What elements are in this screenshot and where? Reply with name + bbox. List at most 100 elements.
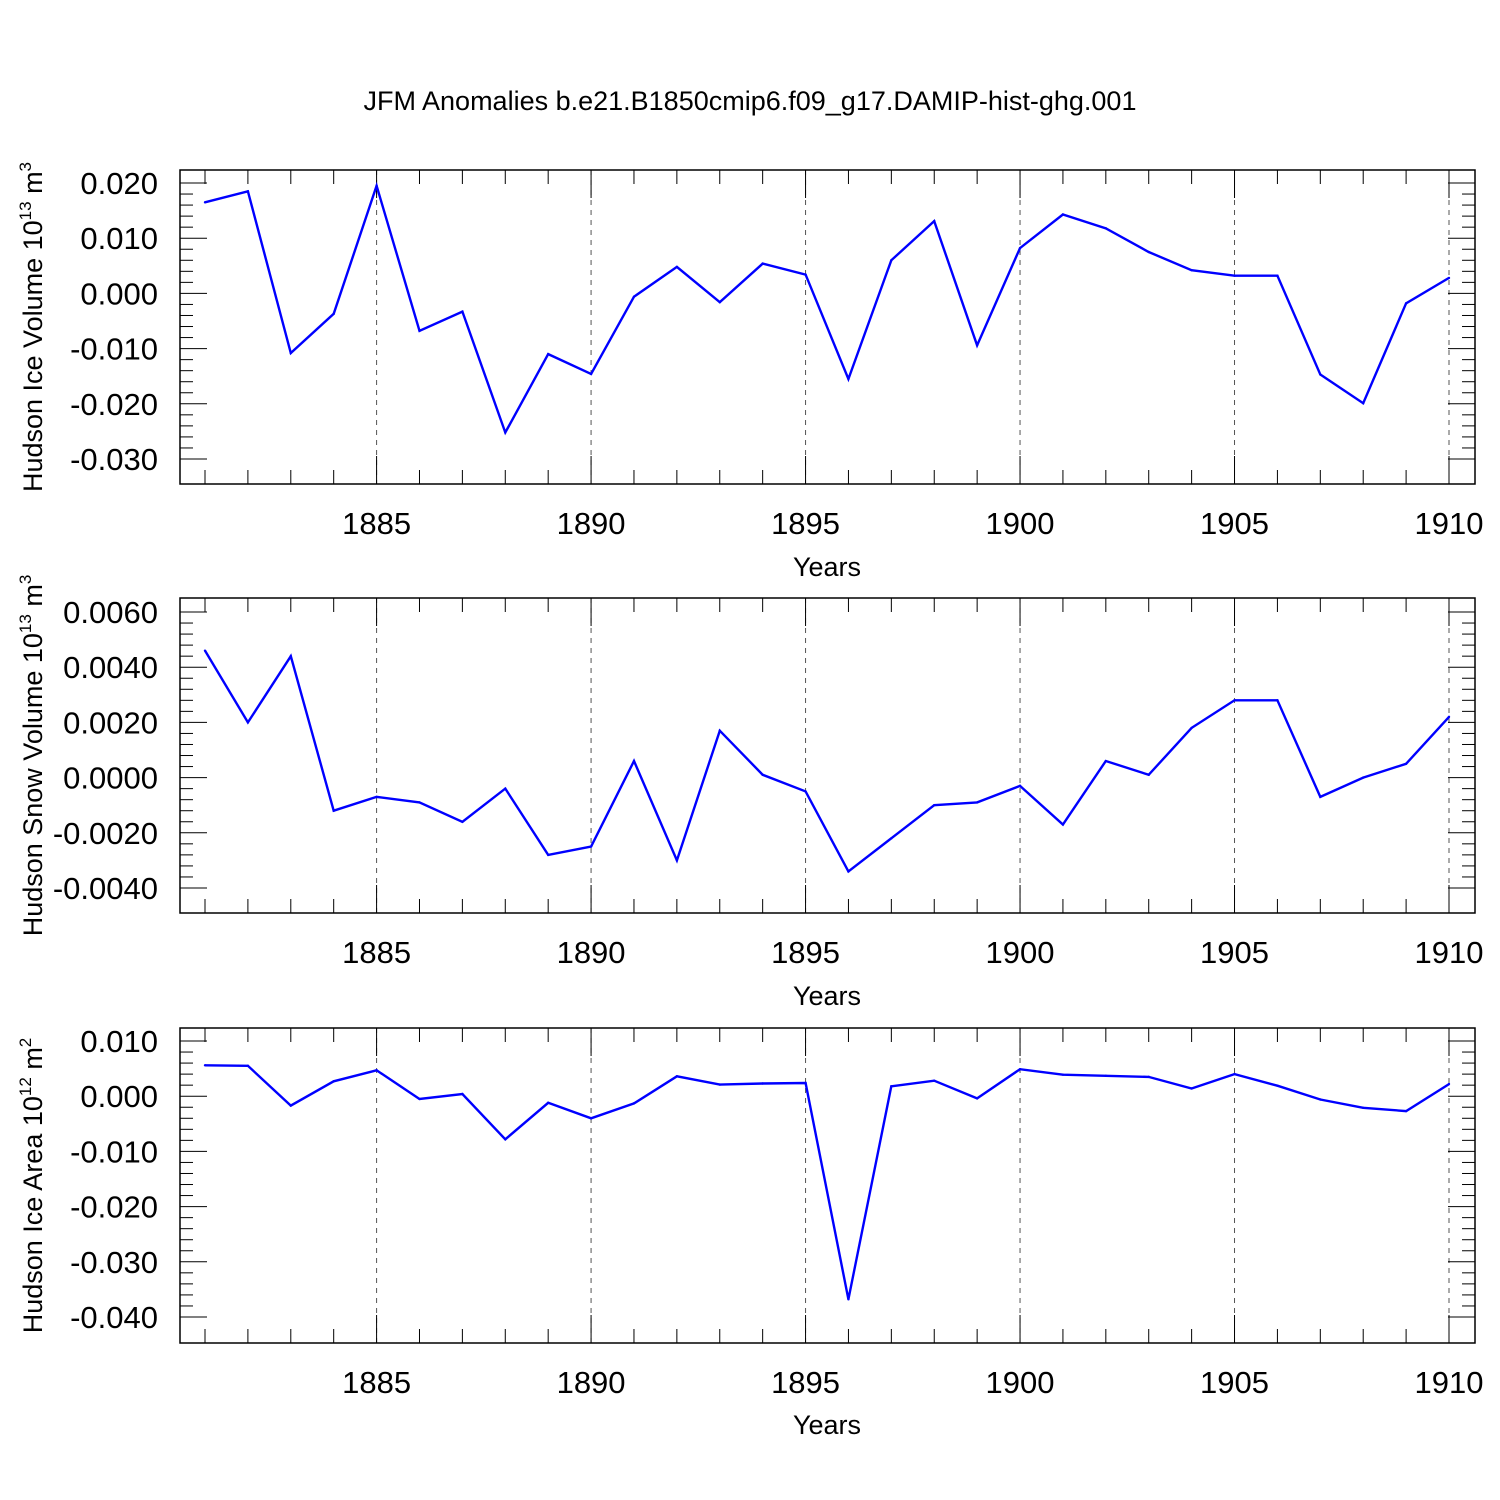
y-tick-label: -0.010 [70, 332, 158, 367]
data-point [1404, 1109, 1408, 1113]
y-axis-label-superscript: 13 [16, 201, 35, 220]
y-axis-label-text: m [18, 171, 48, 201]
data-point [332, 809, 335, 812]
x-tick-label: 1895 [771, 1365, 840, 1400]
data-point [933, 1079, 936, 1082]
data-point [1018, 784, 1022, 788]
data-point [289, 654, 292, 658]
data-point [589, 372, 593, 376]
y-axis-label-superscript: 3 [16, 575, 35, 584]
data-line-hudson-ice-volume [204, 181, 1450, 436]
data-line-hudson-ice-area [204, 1064, 1450, 1300]
data-point [890, 837, 893, 840]
data-point [546, 853, 550, 857]
x-tick-label: 1900 [986, 935, 1055, 970]
data-point [1190, 1087, 1193, 1090]
data-point [418, 329, 421, 333]
data-point [504, 431, 507, 434]
data-point [1447, 1082, 1451, 1086]
x-axis-label: Years [793, 552, 861, 582]
y-tick-label: 0.000 [80, 276, 158, 311]
data-point [332, 1080, 335, 1083]
data-point [1190, 269, 1193, 272]
x-tick-label: 1905 [1200, 935, 1269, 970]
data-point [1190, 726, 1193, 730]
data-point [718, 301, 721, 304]
y-tick-label: -0.010 [70, 1134, 158, 1169]
chart-panel-3: -0.040 -0.030 -0.020 -0.010 0.000 0.010 1885 18… [16, 1024, 1483, 1440]
data-point [504, 787, 507, 790]
data-point [1362, 776, 1365, 779]
y-tick-label: -0.020 [70, 387, 158, 422]
x-tick-label: 1885 [342, 1365, 411, 1400]
data-point [718, 729, 721, 732]
data-point [375, 1069, 378, 1072]
x-tick-label: 1890 [557, 506, 626, 541]
data-point [975, 1097, 979, 1100]
y-axis-label-text: m [18, 584, 48, 614]
x-tick-label: 1890 [557, 1365, 626, 1400]
data-point [1404, 302, 1408, 305]
y-tick-label: 0.0060 [63, 595, 158, 630]
y-tick-label: 0.020 [80, 166, 158, 201]
data-point [1233, 1072, 1236, 1076]
data-point [933, 219, 936, 223]
data-point [1147, 1075, 1150, 1079]
y-tick-label: 0.000 [80, 1079, 158, 1114]
data-point [933, 804, 936, 807]
data-point [1147, 250, 1150, 254]
data-point [461, 1092, 464, 1096]
data-point [1447, 276, 1451, 280]
data-point [890, 259, 893, 262]
data-line-hudson-snow-volume [203, 649, 1450, 874]
chart-panel-1: -0.030 -0.020 -0.010 0.000 0.010 0.020 1885 189… [16, 162, 1483, 582]
y-axis-label-text: Hudson Ice Area 10 [18, 1096, 48, 1333]
data-point [1061, 823, 1065, 826]
data-point [203, 201, 207, 204]
data-point [1061, 213, 1065, 216]
x-axis-label: Years [793, 981, 861, 1011]
data-point [332, 312, 335, 316]
y-tick-label: 0.010 [80, 1024, 158, 1059]
y-axis-label-text: Hudson Snow Volume 10 [18, 633, 48, 936]
data-point [675, 859, 679, 862]
y-axis-label-superscript: 2 [16, 1038, 35, 1047]
data-point [890, 1085, 893, 1088]
data-point [289, 351, 292, 355]
data-point [632, 1102, 636, 1105]
data-point [504, 1138, 507, 1141]
y-tick-label: 0.0020 [63, 705, 158, 740]
data-point [761, 262, 764, 265]
data-point [975, 344, 979, 347]
data-point [418, 1097, 421, 1101]
y-axis-label-superscript: 12 [16, 1077, 35, 1096]
data-point [675, 265, 679, 269]
plot-frame [179, 1027, 1476, 1344]
data-point [1018, 246, 1022, 250]
x-tick-label: 1910 [1415, 935, 1484, 970]
y-axis-label-superscript: 13 [16, 614, 35, 633]
x-tick-label: 1890 [557, 935, 626, 970]
y-tick-label: 0.0040 [63, 650, 158, 685]
data-point [203, 649, 207, 652]
data-point [1404, 762, 1408, 765]
data-point [246, 721, 250, 724]
x-tick-label: 1905 [1200, 506, 1269, 541]
y-axis-label-text: Hudson Ice Volume 10 [18, 220, 48, 492]
x-tick-label: 1905 [1200, 1365, 1269, 1400]
x-axis-label: Years [793, 1410, 861, 1440]
data-point [289, 1104, 292, 1107]
y-axis-label: Hudson Snow Volume 1013 m3 [16, 575, 48, 937]
data-point [1104, 1074, 1108, 1077]
data-point [1104, 759, 1108, 763]
data-point [375, 184, 378, 187]
y-tick-label: 0.010 [80, 221, 158, 256]
x-tick-label: 1885 [342, 506, 411, 541]
x-tick-label: 1910 [1415, 1365, 1484, 1400]
data-point [675, 1075, 679, 1078]
data-point [761, 1082, 764, 1085]
x-tick-label: 1885 [342, 935, 411, 970]
data-point [1233, 274, 1236, 277]
data-point [418, 801, 421, 804]
